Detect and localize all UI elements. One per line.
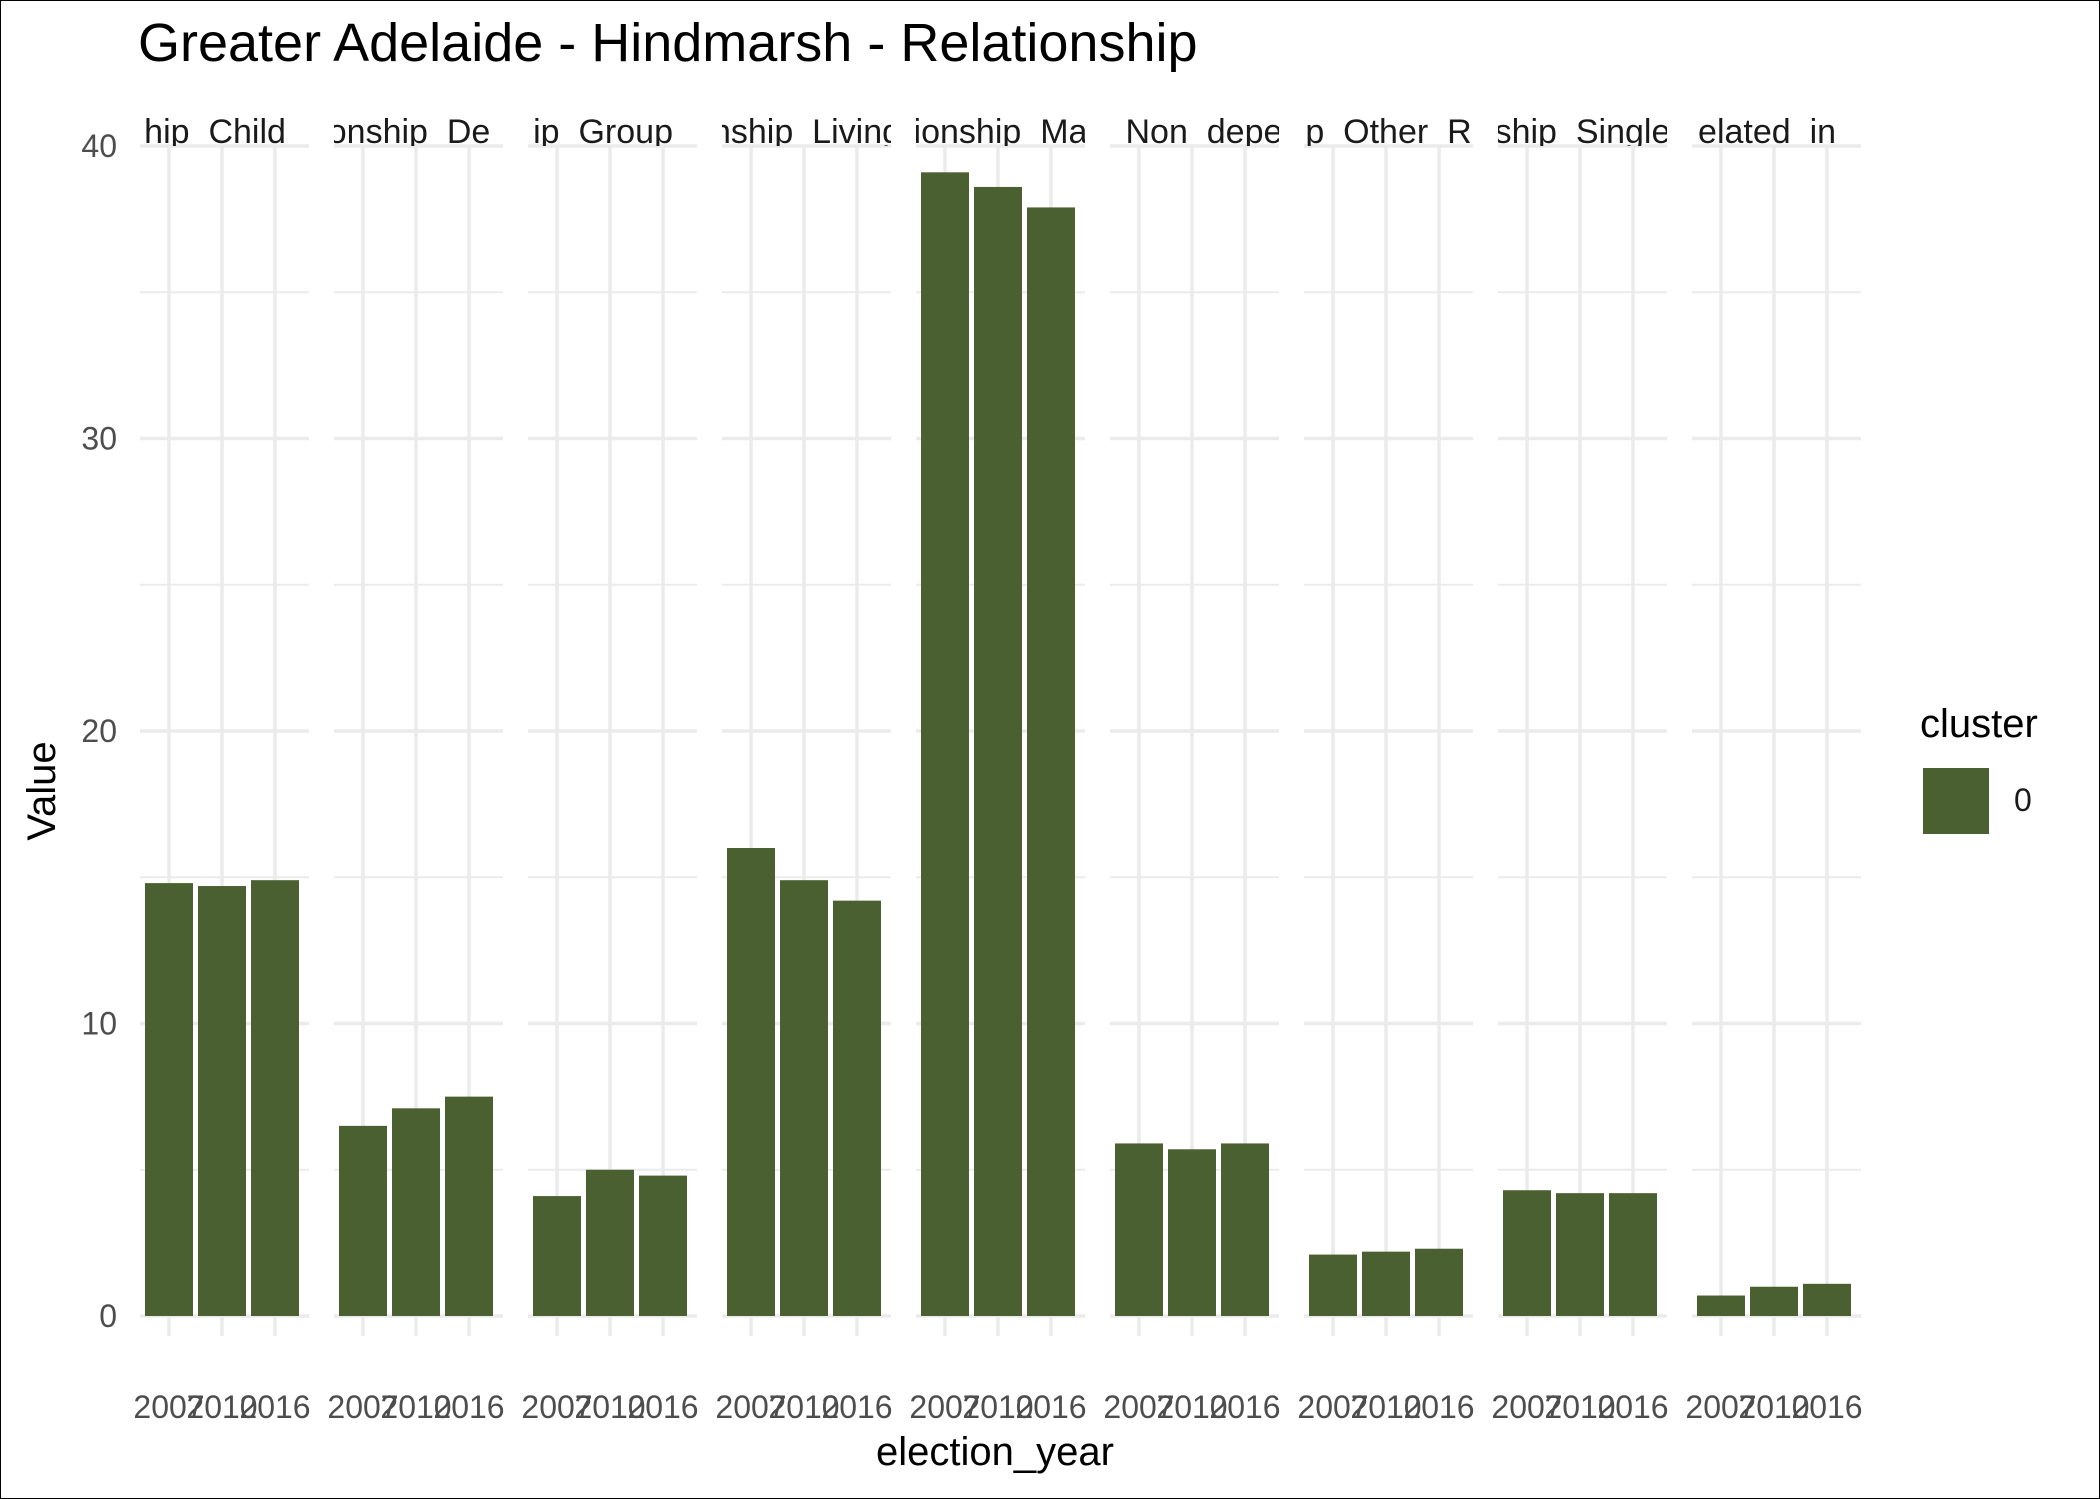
y-axis-title: Value <box>20 741 64 840</box>
x-tick-label: 2016 <box>239 1389 310 1425</box>
x-tick-label: 2010 <box>768 1389 839 1425</box>
facet-strip-label: onship_De_ <box>328 113 511 151</box>
legend: cluster 0 <box>1920 702 2038 834</box>
x-tick-label: 2016 <box>1403 1389 1474 1425</box>
x-tick-label: 2010 <box>574 1389 645 1425</box>
bar <box>639 1175 687 1316</box>
bar <box>1309 1254 1357 1316</box>
facet-strip-label: ship_Single <box>1495 113 1671 151</box>
y-tick-label: 10 <box>81 1006 117 1042</box>
bar <box>1556 1193 1604 1316</box>
x-tick-label: 2010 <box>380 1389 451 1425</box>
bar <box>1697 1295 1745 1316</box>
bar <box>339 1125 387 1316</box>
x-tick-label: 2007 <box>521 1389 592 1425</box>
bar <box>145 883 193 1316</box>
bar <box>1362 1251 1410 1316</box>
bar <box>251 880 299 1316</box>
x-tick-label: 2007 <box>1491 1389 1562 1425</box>
facet-strip-label: ip_Group_ <box>533 113 693 151</box>
bar <box>586 1169 634 1316</box>
x-tick-label: 2010 <box>1156 1389 1227 1425</box>
x-tick-label: 2010 <box>1350 1389 1421 1425</box>
x-tick-label: 2010 <box>1738 1389 1809 1425</box>
x-tick-label: 2007 <box>327 1389 398 1425</box>
bar <box>1609 1193 1657 1316</box>
x-tick-label: 2007 <box>133 1389 204 1425</box>
bar <box>1415 1248 1463 1316</box>
bar <box>727 848 775 1316</box>
x-tick-label: 2016 <box>1015 1389 1086 1425</box>
bar <box>780 880 828 1316</box>
bar <box>445 1096 493 1316</box>
facet-strip-label: p_Other_R <box>1305 113 1471 151</box>
x-tick-label: 2016 <box>1209 1389 1280 1425</box>
bar <box>392 1108 440 1316</box>
bar <box>1221 1143 1269 1316</box>
x-tick-label: 2016 <box>1791 1389 1862 1425</box>
bar <box>1503 1190 1551 1316</box>
x-tick-label: 2007 <box>715 1389 786 1425</box>
bar <box>921 172 969 1317</box>
x-tick-label: 2007 <box>1297 1389 1368 1425</box>
x-tick-label: 2007 <box>1685 1389 1756 1425</box>
y-tick-label: 40 <box>81 128 117 164</box>
bar <box>1027 207 1075 1316</box>
x-tick-label: 2016 <box>821 1389 892 1425</box>
facet-strip-label: nship_Living <box>712 113 901 151</box>
y-axis: 0 10 20 30 40 <box>81 128 117 1334</box>
legend-title: cluster <box>1920 702 2038 746</box>
bar <box>1803 1283 1851 1316</box>
facet-strip-label: elated_in_ <box>1698 113 1856 151</box>
bar <box>833 900 881 1316</box>
x-axis-title: election_year <box>876 1430 1114 1474</box>
bar <box>1115 1143 1163 1316</box>
bar <box>198 886 246 1316</box>
x-tick-label: 2010 <box>962 1389 1033 1425</box>
bar <box>1168 1149 1216 1316</box>
x-tick-label: 2016 <box>1597 1389 1668 1425</box>
y-tick-label: 0 <box>99 1298 117 1334</box>
legend-swatch-0 <box>1923 768 1989 834</box>
y-tick-label: 20 <box>81 713 117 749</box>
x-tick-label: 2010 <box>1544 1389 1615 1425</box>
x-tick-label: 2007 <box>1103 1389 1174 1425</box>
bar <box>974 186 1022 1317</box>
facet-strip-label: ionship_Ma <box>914 113 1088 151</box>
x-tick-label: 2016 <box>627 1389 698 1425</box>
bar <box>1750 1286 1798 1316</box>
facet-panels: hip_Child_200720102016onship_De_20072010… <box>133 113 1862 1425</box>
legend-label-0: 0 <box>2014 782 2032 818</box>
y-tick-label: 30 <box>81 421 117 457</box>
bar <box>533 1196 581 1316</box>
x-tick-label: 2010 <box>186 1389 257 1425</box>
facet-strip-label: _Non_depe <box>1106 113 1283 151</box>
x-tick-label: 2007 <box>909 1389 980 1425</box>
facet-strip-label: hip_Child_ <box>144 113 306 151</box>
x-tick-label: 2016 <box>433 1389 504 1425</box>
chart-title: Greater Adelaide - Hindmarsh - Relations… <box>138 13 1198 73</box>
